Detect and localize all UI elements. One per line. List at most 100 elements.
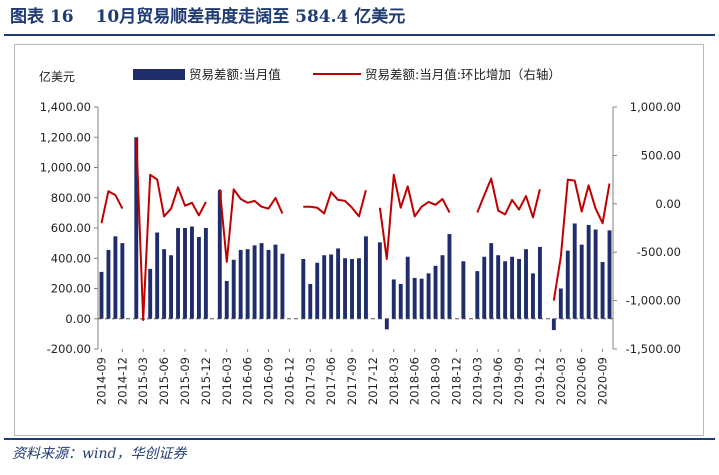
bar (329, 254, 334, 319)
chart-frame: -200.00 0.00 200.00 400.00 600.00 800.00 1,000… (14, 44, 704, 436)
x-tick-label: 2020-06 (575, 357, 589, 405)
bar (579, 244, 584, 319)
x-tick-label: 2016-06 (241, 357, 255, 405)
bar (440, 255, 445, 319)
line-series (218, 188, 284, 263)
x-tick-label: 2016-03 (220, 357, 234, 405)
x-tick-label: 2020-03 (554, 357, 568, 405)
left-tick-label: 200.00 (51, 282, 91, 296)
x-tick-label: 2020-09 (596, 357, 610, 405)
line-series (378, 173, 451, 260)
bar (426, 273, 431, 319)
line-series (100, 190, 124, 224)
bar (558, 288, 563, 319)
bar (224, 280, 229, 319)
bar (231, 259, 236, 319)
bar (113, 236, 118, 319)
bar (503, 261, 508, 319)
bar (273, 244, 278, 319)
bar (475, 271, 480, 319)
x-tick-label: 2015-12 (199, 357, 213, 405)
bar (377, 242, 382, 319)
bar (350, 259, 354, 319)
bar (217, 190, 222, 319)
bar (607, 230, 612, 319)
bar (510, 256, 515, 319)
left-tick-label: 1,000.00 (40, 161, 91, 175)
bar (412, 277, 417, 319)
x-tick-label: 2016-12 (282, 357, 296, 405)
bar (531, 273, 535, 319)
bar (524, 249, 528, 319)
line-series (303, 189, 367, 218)
legend-bar-label: 贸易差额:当月值 (189, 67, 281, 82)
figure-title: 10月贸易顺差再度走阔至 584.4 亿美元 (95, 7, 406, 27)
bar (572, 223, 577, 319)
bar (496, 255, 501, 319)
x-tick-label: 2014-12 (115, 357, 129, 405)
bar (482, 256, 487, 319)
x-tick-label: 2018-03 (387, 357, 401, 405)
right-tick-label: 0.00 (655, 197, 681, 211)
bar (99, 271, 104, 319)
x-tick-label: 2017-03 (303, 357, 317, 405)
bar (190, 226, 194, 319)
right-tick-label: 1,000.00 (630, 100, 681, 114)
x-tick-label: 2018-12 (449, 357, 463, 405)
right-tick-label: -500.00 (637, 245, 681, 259)
line-series (135, 137, 207, 321)
bar (176, 228, 180, 319)
right-tick-label: 500.00 (641, 148, 681, 162)
right-tick-label: -1,500.00 (626, 342, 681, 356)
x-tick-label: 2019-09 (512, 357, 526, 405)
bar (398, 283, 403, 319)
x-tick-label: 2016-09 (262, 357, 276, 405)
left-tick-label: 600.00 (51, 221, 91, 235)
bar (433, 265, 438, 319)
bar (363, 236, 368, 319)
bar (384, 318, 389, 330)
bar (266, 249, 271, 319)
left-tick-label: 400.00 (51, 251, 91, 265)
left-tick-label: -200.00 (47, 342, 91, 356)
bar (537, 246, 542, 319)
left-tick-label: 800.00 (51, 191, 91, 205)
x-tick-label: 2014-09 (94, 357, 108, 405)
x-tick-label: 2018-09 (429, 357, 443, 405)
bar (148, 268, 153, 319)
bar (106, 249, 111, 319)
bar (419, 278, 424, 319)
bar (169, 255, 174, 319)
line-series (552, 178, 611, 301)
bar (391, 279, 396, 319)
x-tick-label: 2019-12 (533, 357, 547, 405)
bar (593, 229, 598, 319)
bar (203, 228, 208, 319)
bar (280, 253, 285, 319)
chart-svg: -200.00 0.00 200.00 400.00 600.00 800.00 1,000… (39, 67, 681, 405)
figure-title-bar: 图表 16 10月贸易顺差再度走阔至 584.4 亿美元 (4, 2, 715, 36)
figure-label: 图表 16 (10, 7, 74, 27)
x-tick-label: 2017-09 (345, 357, 359, 405)
bar (301, 259, 306, 319)
bar (600, 262, 605, 319)
x-tick-label: 2019-06 (491, 357, 505, 405)
x-tick-label: 2015-03 (136, 357, 150, 405)
bar (565, 250, 570, 319)
bar (183, 228, 187, 319)
bar (322, 255, 327, 319)
bar (517, 259, 521, 319)
bar (252, 245, 257, 319)
bar (551, 318, 556, 331)
legend-bar-swatch (133, 69, 185, 80)
source-note: 资料来源：wind，华创证券 (4, 438, 715, 463)
bar (586, 224, 591, 319)
bar (162, 249, 167, 319)
left-tick-label: 1,400.00 (40, 100, 91, 114)
bar (489, 243, 494, 319)
bar (259, 243, 264, 319)
right-tick-label: -1,000.00 (626, 294, 681, 308)
bar (196, 237, 201, 319)
x-tick-label: 2018-06 (408, 357, 422, 405)
bar (238, 249, 243, 319)
